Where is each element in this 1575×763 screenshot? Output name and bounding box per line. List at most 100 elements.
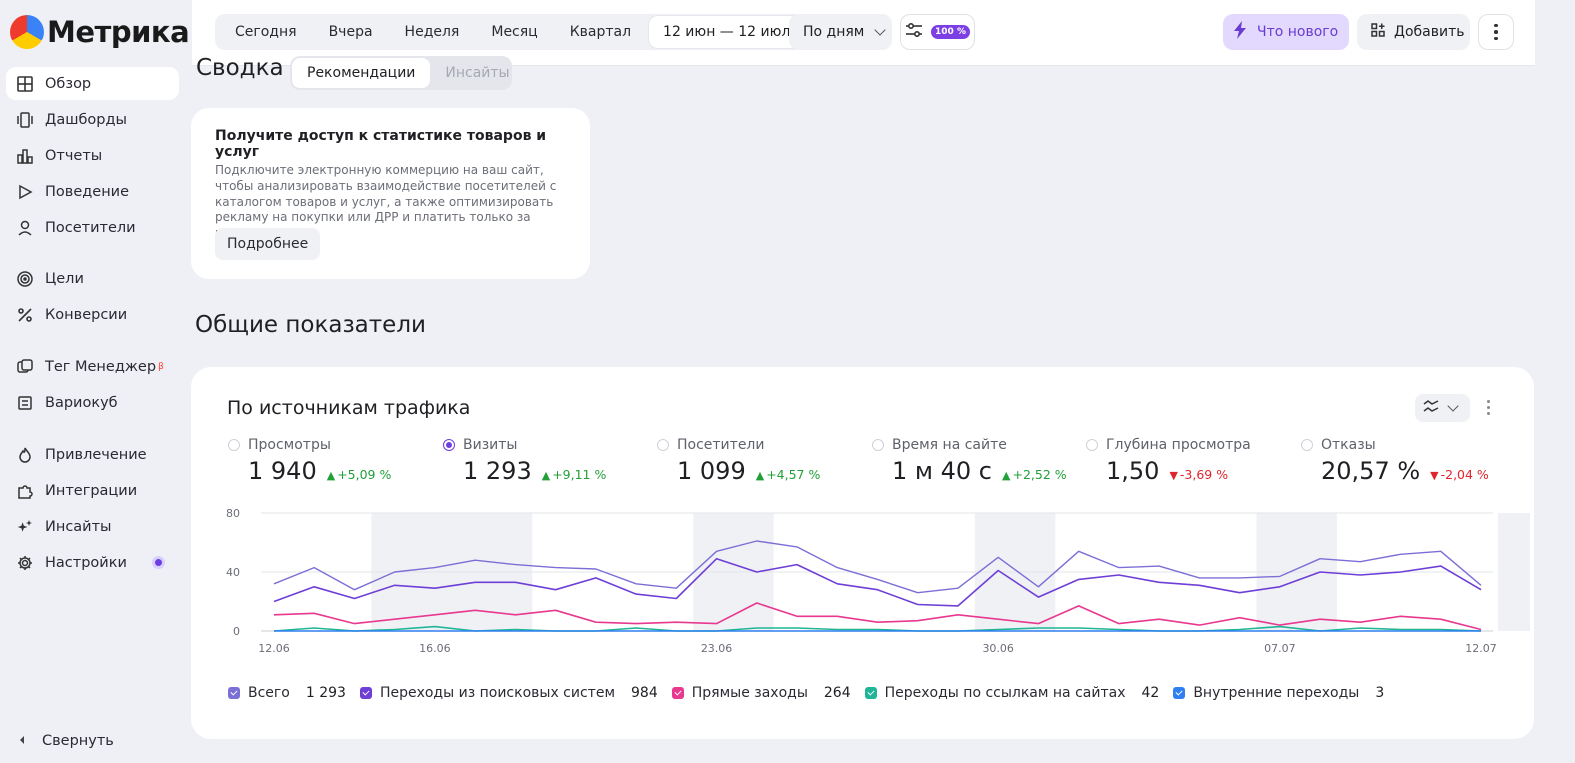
traffic-sources-widget: По источникам трафика Просмотры 1 940 ▲ +5,…: [191, 367, 1534, 739]
legend-checkbox[interactable]: [228, 687, 240, 699]
legend-checkbox[interactable]: [1173, 687, 1186, 699]
sidebar-item-label: Тег Менеджер: [45, 358, 157, 375]
metric-radio[interactable]: [443, 439, 455, 451]
metric-radio[interactable]: [1086, 439, 1098, 451]
sidebar-item-label: Обзор: [45, 75, 92, 92]
flame-icon: [16, 446, 34, 464]
learn-more-button[interactable]: Подробнее: [215, 228, 321, 260]
period-week-button[interactable]: Неделя: [404, 24, 460, 40]
sidebar-item-10[interactable]: Интеграции: [6, 474, 179, 507]
metric-radio[interactable]: [1301, 439, 1313, 451]
overview-grid-icon: [16, 75, 34, 93]
legend-count: 1 293: [305, 685, 346, 701]
x-tick-label: 12.07: [1465, 642, 1497, 655]
add-label: Добавить: [1394, 24, 1465, 40]
promo-title: Получите доступ к статистике товаров и у…: [215, 128, 547, 160]
sidebar-item-label: Привлечение: [45, 446, 147, 463]
metrika-logo[interactable]: Метрика: [10, 14, 190, 50]
metric-delta: ▲ +9,11 %: [542, 467, 607, 482]
sidebar-item-11[interactable]: Инсайты: [6, 510, 179, 543]
sample-badge: 100 %: [931, 25, 970, 39]
legend-checkbox[interactable]: [671, 687, 684, 699]
user-icon: [16, 219, 34, 237]
lightning-icon: [1233, 21, 1247, 43]
beta-badge: β: [158, 361, 164, 372]
series-line: [273, 557, 1482, 607]
metric-value: 1 293: [463, 457, 532, 485]
metric-1[interactable]: Визиты 1 293 ▲ +9,11 %: [443, 437, 606, 485]
y-tick-label: 40: [226, 566, 240, 579]
date-range-label: 12 июн — 12 июл: [663, 24, 791, 40]
metric-0[interactable]: Просмотры 1 940 ▲ +5,09 %: [228, 437, 391, 485]
section-title: Общие показатели: [195, 312, 426, 338]
grouping-select[interactable]: По дням: [789, 14, 892, 50]
legend-item[interactable]: Внутренние переходы 3: [1173, 685, 1384, 701]
triangle-down-icon: ▼: [1169, 469, 1178, 482]
triangle-up-icon: ▲: [1002, 469, 1011, 482]
metric-delta-value: +4,57 %: [766, 467, 821, 482]
sidebar-item-5[interactable]: Цели: [6, 262, 179, 295]
widget-more-button[interactable]: [1487, 400, 1490, 415]
metric-4[interactable]: Глубина просмотра 1,50 ▼ -3,69 %: [1086, 437, 1251, 485]
metric-value: 1,50: [1106, 457, 1160, 485]
sidebar-item-label: Отчеты: [45, 147, 103, 164]
period-quarter-button[interactable]: Квартал: [569, 24, 632, 40]
tab-insights[interactable]: Инсайты: [445, 65, 510, 81]
sidebar-item-6[interactable]: Конверсии: [6, 298, 179, 331]
triangle-up-icon: ▲: [755, 469, 765, 482]
metric-value: 1 м 40 с: [892, 457, 992, 485]
legend-item[interactable]: Прямые заходы 264: [671, 685, 851, 701]
sidebar-item-2[interactable]: Отчеты: [6, 139, 179, 172]
period-today-button[interactable]: Сегодня: [235, 24, 297, 40]
metric-radio[interactable]: [872, 439, 884, 451]
sidebar-item-9[interactable]: Привлечение: [6, 438, 179, 471]
sidebar-item-7[interactable]: Тег Менеджер β: [6, 350, 179, 383]
sidebar-item-0[interactable]: Обзор: [6, 67, 179, 100]
metric-label: Просмотры: [248, 437, 331, 453]
sidebar-item-label: Конверсии: [45, 306, 128, 323]
puzzle-icon: [16, 482, 34, 500]
period-selector: Сегодня Вчера Неделя Месяц Квартал 12 ию…: [215, 14, 827, 50]
chart-type-select[interactable]: [1415, 394, 1470, 422]
chart-type-icon: [1423, 399, 1439, 417]
legend-name: Переходы по ссылкам на сайтах: [884, 685, 1126, 701]
metric-3[interactable]: Время на сайте 1 м 40 с ▲ +2,52 %: [872, 437, 1067, 485]
collapse-sidebar-button[interactable]: Свернуть: [18, 733, 114, 749]
metric-2[interactable]: Посетители 1 099 ▲ +4,57 %: [657, 437, 820, 485]
more-menu-button[interactable]: [1478, 14, 1514, 50]
sidebar-item-12[interactable]: Настройки: [6, 546, 179, 579]
metric-radio[interactable]: [657, 439, 669, 451]
filters-button[interactable]: 100 %: [900, 14, 975, 50]
metric-delta: ▲ +5,09 %: [327, 467, 392, 482]
add-button[interactable]: Добавить: [1357, 14, 1470, 50]
legend-count: 42: [1141, 685, 1160, 701]
tab-recommendations[interactable]: Рекомендации: [292, 58, 431, 88]
logo-text: Метрика: [47, 15, 190, 49]
sidebar-item-label: Поведение: [45, 183, 130, 200]
sidebar-item-8[interactable]: Вариокуб: [6, 386, 179, 419]
top-toolbar: Сегодня Вчера Неделя Месяц Квартал 12 ию…: [192, 0, 1535, 66]
series-line: [273, 602, 1482, 631]
metric-delta-value: -2,04 %: [1440, 467, 1489, 482]
reports-icon: [16, 147, 34, 165]
metric-label: Визиты: [463, 437, 518, 453]
legend-item[interactable]: Всего 1 293: [228, 685, 346, 701]
sidebar-item-4[interactable]: Посетители: [6, 211, 179, 244]
sidebar-item-3[interactable]: Поведение: [6, 175, 179, 208]
chevron-down-icon: [874, 24, 887, 36]
dot-icon: [1487, 406, 1490, 409]
legend-item[interactable]: Переходы из поисковых систем 984: [359, 685, 658, 701]
summary-title: Сводка: [196, 55, 284, 81]
period-month-button[interactable]: Месяц: [491, 24, 538, 40]
legend-checkbox[interactable]: [864, 687, 877, 699]
metric-5[interactable]: Отказы 20,57 % ▼ -2,04 %: [1301, 437, 1489, 485]
whats-new-button[interactable]: Что нового: [1223, 14, 1349, 50]
notification-dot: [152, 556, 165, 569]
legend-item[interactable]: Переходы по ссылкам на сайтах 42: [864, 685, 1160, 701]
legend-checkbox[interactable]: [359, 687, 372, 699]
metrika-logo-icon: [10, 15, 44, 49]
metric-radio[interactable]: [228, 439, 240, 451]
sidebar-item-label: Интеграции: [45, 482, 138, 499]
sidebar-item-1[interactable]: Дашборды: [6, 103, 179, 136]
period-yesterday-button[interactable]: Вчера: [328, 24, 373, 40]
